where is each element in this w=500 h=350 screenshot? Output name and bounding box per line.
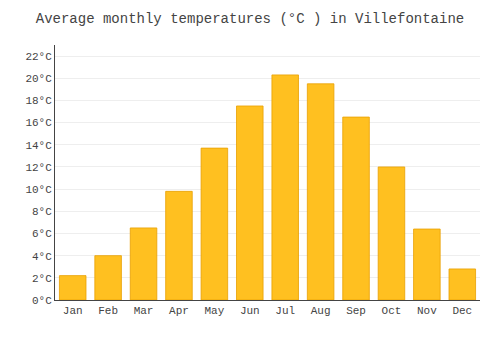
- svg-text:Jan: Jan: [63, 305, 83, 317]
- svg-text:4°C: 4°C: [32, 251, 52, 263]
- svg-text:10°C: 10°C: [25, 184, 52, 196]
- svg-text:Oct: Oct: [382, 305, 402, 317]
- svg-text:14°C: 14°C: [25, 140, 52, 152]
- svg-text:8°C: 8°C: [32, 206, 52, 218]
- svg-text:Sep: Sep: [346, 305, 366, 317]
- svg-text:Feb: Feb: [98, 305, 118, 317]
- svg-text:Apr: Apr: [169, 305, 189, 317]
- svg-text:6°C: 6°C: [32, 228, 52, 240]
- svg-text:16°C: 16°C: [25, 117, 52, 129]
- svg-text:Average monthly temperatures (: Average monthly temperatures (°C ) in Vi…: [36, 11, 464, 27]
- svg-text:12°C: 12°C: [25, 162, 52, 174]
- svg-text:Nov: Nov: [417, 305, 437, 317]
- svg-text:18°C: 18°C: [25, 95, 52, 107]
- svg-text:0°C: 0°C: [32, 295, 52, 307]
- svg-text:Dec: Dec: [452, 305, 472, 317]
- svg-text:2°C: 2°C: [32, 273, 52, 285]
- svg-text:20°C: 20°C: [25, 73, 52, 85]
- svg-text:Jun: Jun: [240, 305, 260, 317]
- svg-text:22°C: 22°C: [25, 51, 52, 63]
- svg-text:Aug: Aug: [311, 305, 331, 317]
- svg-text:Jul: Jul: [275, 305, 295, 317]
- svg-text:May: May: [204, 305, 224, 317]
- svg-text:Mar: Mar: [134, 305, 154, 317]
